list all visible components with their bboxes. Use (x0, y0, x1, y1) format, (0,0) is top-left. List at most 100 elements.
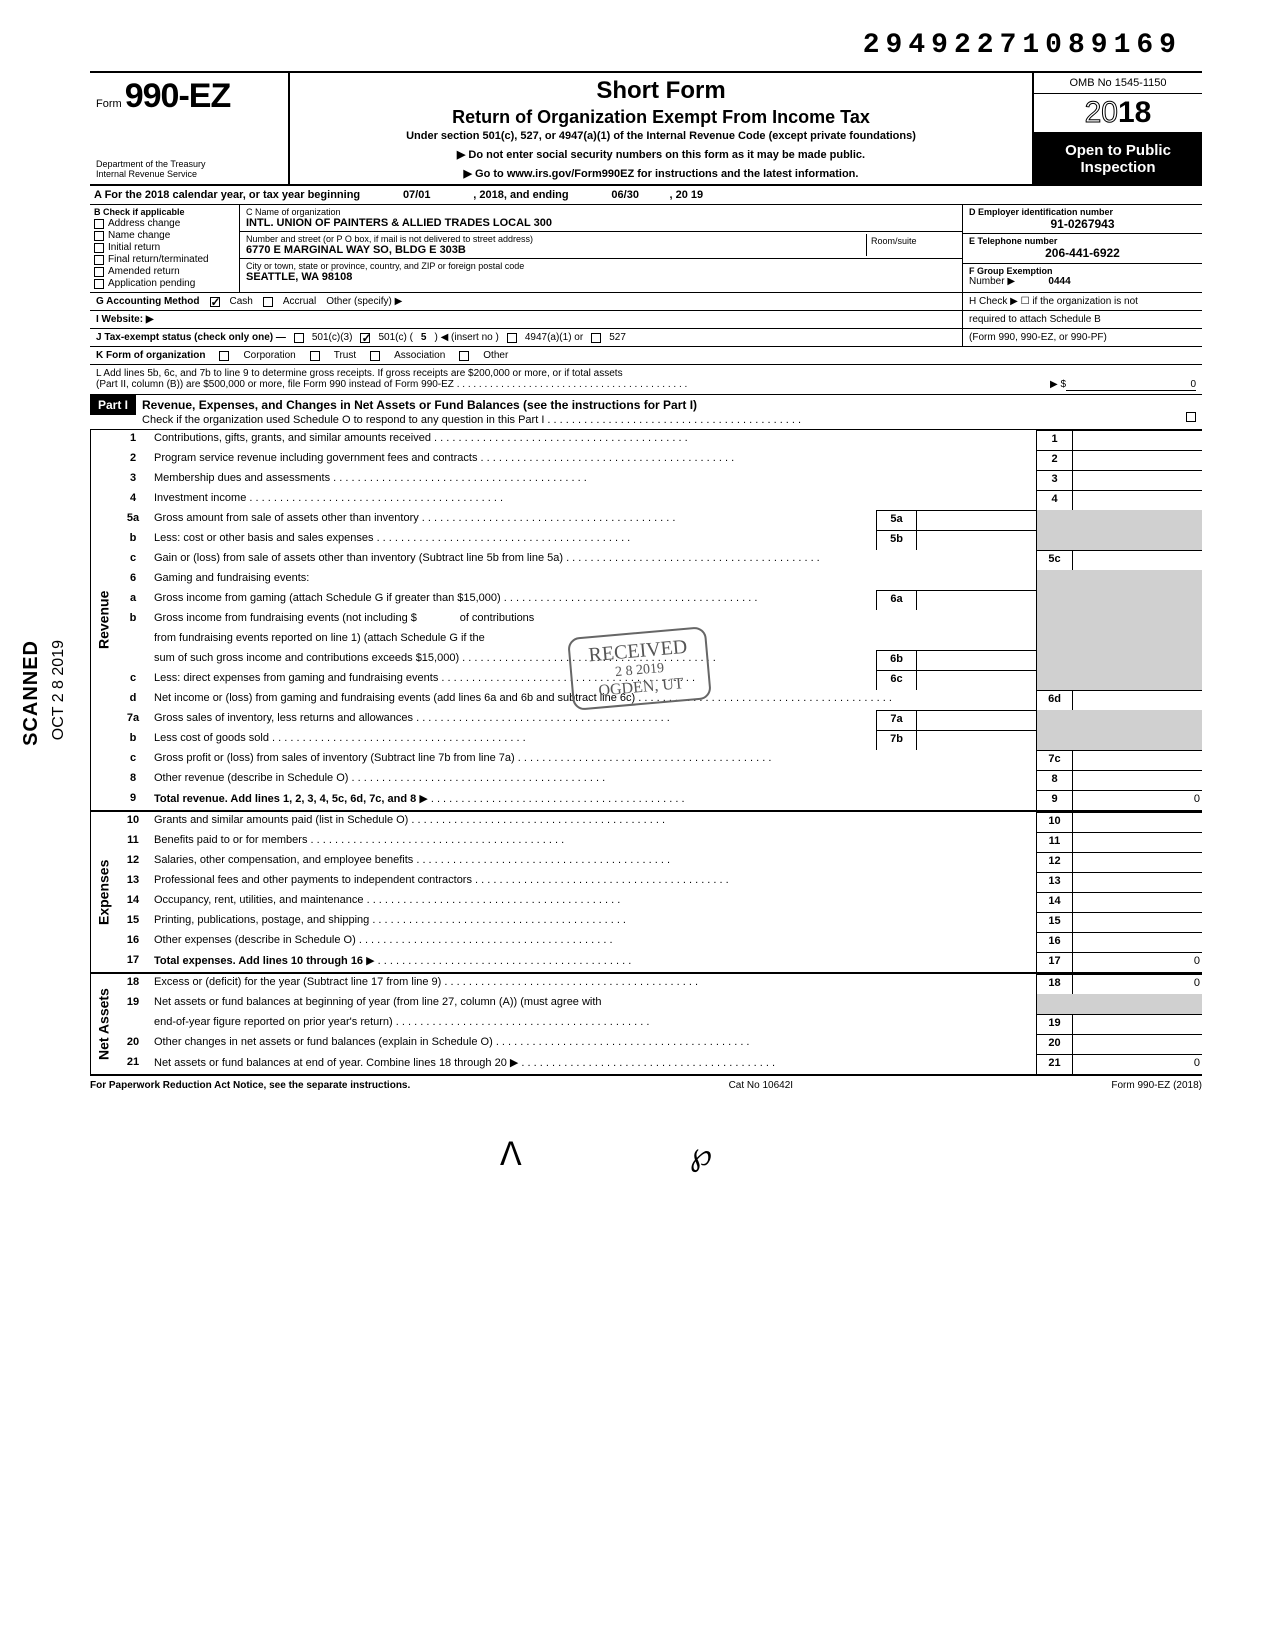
line6c-text: Less: direct expenses from gaming and fu… (154, 672, 438, 684)
chk-amended-return[interactable]: Amended return (94, 266, 235, 277)
label-527: 527 (609, 332, 626, 343)
line17-value: 0 (1072, 952, 1202, 972)
label-501c: 501(c) ( (378, 332, 412, 343)
chk-501c[interactable] (360, 333, 370, 343)
line3-text: Membership dues and assessments (154, 472, 330, 484)
col-c-org-info: C Name of organization INTL. UNION OF PA… (240, 205, 962, 292)
chk-trust[interactable] (310, 351, 320, 361)
line7b-text: Less cost of goods sold (154, 732, 269, 744)
department: Department of the Treasury Internal Reve… (96, 160, 282, 180)
line6b-mid: of contributions (460, 612, 535, 624)
chk-cash[interactable] (210, 297, 220, 307)
chk-initial-return[interactable]: Initial return (94, 242, 235, 253)
line19-text2: end-of-year figure reported on prior yea… (154, 1016, 393, 1028)
chk-final-return[interactable]: Final return/terminated (94, 254, 235, 265)
line9-value: 0 (1072, 790, 1202, 810)
chk-527[interactable] (591, 333, 601, 343)
label-assoc: Association (394, 350, 445, 361)
line14-text: Occupancy, rent, utilities, and maintena… (154, 894, 364, 906)
line-i: I Website: ▶ required to attach Schedule… (90, 311, 1202, 329)
phone: 206-441-6922 (969, 246, 1196, 260)
line11-text: Benefits paid to or for members (154, 834, 307, 846)
row-org-name: C Name of organization INTL. UNION OF PA… (240, 205, 962, 232)
line7c-text: Gross profit or (loss) from sales of inv… (154, 752, 515, 764)
header-left: Form 990-EZ Department of the Treasury I… (90, 73, 290, 184)
revenue-section: Revenue 1Contributions, gifts, grants, a… (90, 430, 1202, 812)
label-501c3: 501(c)(3) (312, 332, 353, 343)
label-4947: 4947(a)(1) or (525, 332, 583, 343)
line15-text: Printing, publications, postage, and shi… (154, 914, 369, 926)
line10-text: Grants and similar amounts paid (list in… (154, 814, 408, 826)
footer-catno: Cat No 10642I (729, 1080, 794, 1091)
line-h-text3: (Form 990, 990-EZ, or 990-PF) (962, 329, 1202, 346)
part1-label: Part I (90, 395, 136, 415)
chk-501c3[interactable] (294, 333, 304, 343)
line21-value: 0 (1072, 1054, 1202, 1074)
open-to-public: Open to Public Inspection (1034, 133, 1202, 184)
form-prefix: Form (96, 98, 122, 110)
label-address: Number and street (or P O box, if mail i… (246, 234, 866, 244)
row-phone: E Telephone number 206-441-6922 (963, 234, 1202, 263)
info-grid: B Check if applicable Address change Nam… (90, 205, 1202, 293)
chk-accrual[interactable] (263, 297, 273, 307)
row-a-tax-year: A For the 2018 calendar year, or tax yea… (90, 186, 1202, 205)
chk-application-pending[interactable]: Application pending (94, 278, 235, 289)
line13-text: Professional fees and other payments to … (154, 874, 472, 886)
chk-4947[interactable] (507, 333, 517, 343)
line-h-text1: H Check ▶ ☐ if the organization is not (969, 296, 1196, 307)
chk-label: Address change (108, 218, 180, 229)
netassets-label: Net Assets (90, 974, 116, 1074)
line18-value: 0 (1072, 974, 1202, 994)
form-header: Form 990-EZ Department of the Treasury I… (90, 71, 1202, 186)
line12-text: Salaries, other compensation, and employ… (154, 854, 413, 866)
footer: For Paperwork Reduction Act Notice, see … (90, 1076, 1202, 1095)
label-city: City or town, state or province, country… (246, 261, 524, 271)
chk-schedule-o[interactable] (1186, 412, 1196, 422)
chk-corporation[interactable] (219, 351, 229, 361)
line5a-text: Gross amount from sale of assets other t… (154, 512, 419, 524)
line-h-text2: required to attach Schedule B (962, 311, 1202, 328)
line-l-text1: L Add lines 5b, 6c, and 7b to line 9 to … (96, 368, 1196, 379)
line-g-label: G Accounting Method (96, 296, 200, 307)
scanned-stamp: SCANNED (20, 640, 43, 746)
col-b-title: B Check if applicable (94, 207, 235, 217)
line1-text: Contributions, gifts, grants, and simila… (154, 432, 431, 444)
line-l-value: 0 (1066, 379, 1196, 391)
title-short-form: Short Form (300, 77, 1022, 105)
form-number: Form 990-EZ (96, 77, 282, 116)
title-return: Return of Organization Exempt From Incom… (300, 107, 1022, 128)
chk-address-change[interactable]: Address change (94, 218, 235, 229)
line-h: H Check ▶ ☐ if the organization is not (962, 293, 1202, 310)
year-outline: 20 (1085, 96, 1118, 129)
col-de: D Employer identification number 91-0267… (962, 205, 1202, 292)
chk-name-change[interactable]: Name change (94, 230, 235, 241)
chk-label: Name change (108, 230, 170, 241)
label-trust: Trust (334, 350, 356, 361)
chk-association[interactable] (370, 351, 380, 361)
open-line2: Inspection (1036, 159, 1200, 176)
year-bold: 18 (1118, 96, 1151, 129)
line20-text: Other changes in net assets or fund bala… (154, 1036, 493, 1048)
line-k: K Form of organization Corporation Trust… (90, 347, 1202, 365)
line-k-prefix: K Form of organization (96, 350, 205, 361)
label-org-name: C Name of organization (246, 207, 956, 217)
row-group-exemption: F Group Exemption Number ▶ 0444 (963, 264, 1202, 292)
label-accrual: Accrual (283, 296, 316, 307)
footer-paperwork: For Paperwork Reduction Act Notice, see … (90, 1080, 410, 1091)
dept-line2: Internal Revenue Service (96, 170, 282, 180)
chk-other-org[interactable] (459, 351, 469, 361)
line16-text: Other expenses (describe in Schedule O) (154, 934, 356, 946)
line7a-text: Gross sales of inventory, less returns a… (154, 712, 413, 724)
line-l-arrow: ▶ $ (1006, 379, 1066, 391)
label-ein: D Employer identification number (969, 207, 1196, 217)
row-a-mid: , 2018, and ending (473, 189, 568, 201)
line8-text: Other revenue (describe in Schedule O) (154, 772, 348, 784)
part1-check-text: Check if the organization used Schedule … (142, 414, 544, 426)
form-number-big: 990-EZ (125, 77, 231, 115)
org-city: SEATTLE, WA 98108 (246, 271, 524, 283)
group-number: 0444 (1048, 276, 1070, 287)
line6b-text2: from fundraising events reported on line… (150, 630, 1036, 650)
chk-label: Initial return (108, 242, 160, 253)
row-ein: D Employer identification number 91-0267… (963, 205, 1202, 234)
line9-text: Total revenue. Add lines 1, 2, 3, 4, 5c,… (154, 793, 416, 805)
